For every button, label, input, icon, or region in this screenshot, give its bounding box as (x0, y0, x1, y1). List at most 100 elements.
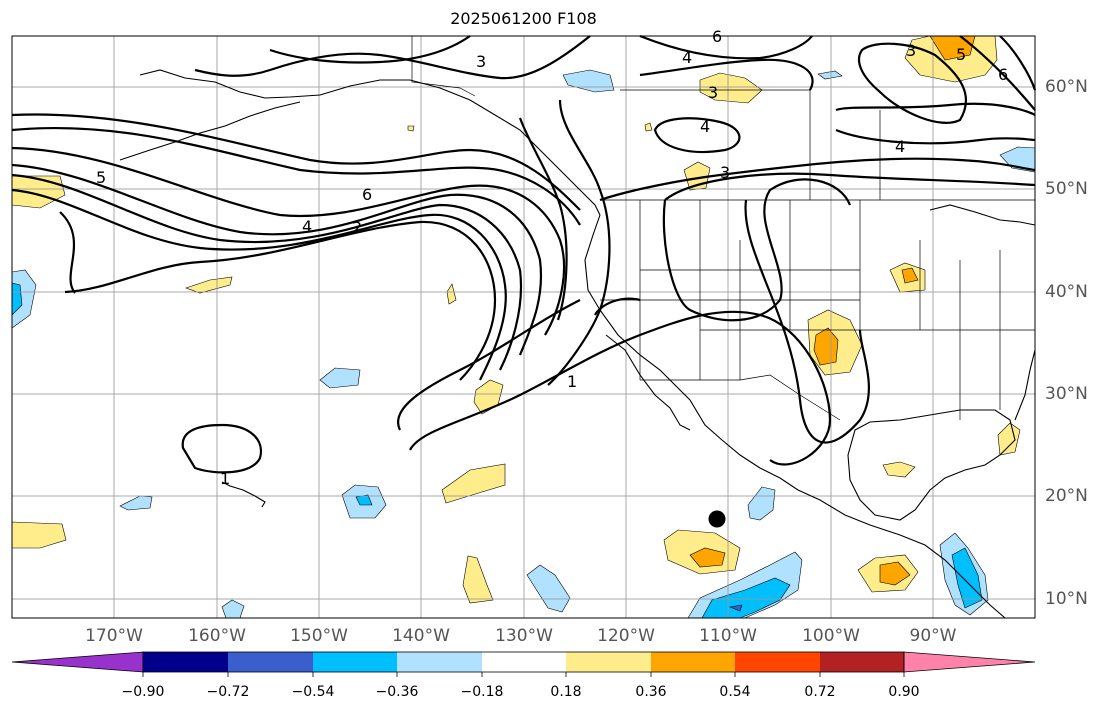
contour-label: 4 (302, 217, 312, 236)
colorbar-segment (566, 652, 651, 672)
fill-negative (526, 564, 571, 613)
fill-positive (689, 547, 726, 568)
colorbar-tick-label: 0.36 (635, 684, 667, 700)
colorbar-segment (651, 652, 735, 672)
colorbar-segment (313, 652, 397, 672)
contour-label: 3 (476, 52, 486, 71)
fill-positive (407, 125, 415, 132)
contour-line (11, 113, 581, 211)
colorbar-tick-label: 0.72 (804, 684, 836, 700)
lat-label: 60°N (1045, 77, 1088, 97)
contours (11, 34, 1037, 474)
lat-label: 50°N (1045, 179, 1088, 199)
contour-label: 1 (220, 469, 230, 488)
coast-canada-ne (929, 204, 1036, 226)
contour-label: 5 (96, 168, 106, 187)
lon-label: 120°W (597, 626, 655, 646)
colorbar-tick-label: −0.90 (121, 684, 165, 700)
contour-line (857, 42, 968, 124)
lon-label: 110°W (699, 626, 757, 646)
colorbar-tick-label: −0.72 (206, 684, 250, 700)
fill-negative (728, 604, 743, 612)
contour-line (518, 117, 568, 321)
fill-positive (441, 463, 506, 504)
coast-aleutians (119, 101, 301, 161)
colorbar-tick-label: −0.18 (460, 684, 504, 700)
lon-label: 90°W (909, 626, 957, 646)
fill-positive (879, 561, 911, 586)
colorbar-outline (142, 651, 905, 673)
point-marker (708, 510, 726, 528)
contour-label: 2 (352, 218, 362, 237)
contour-line (269, 35, 471, 64)
colorbar-tick-label: 0.54 (719, 684, 751, 700)
fill-positive (901, 267, 919, 284)
contour-line (744, 199, 870, 444)
contour-line (409, 310, 832, 466)
colorbar-segment (143, 652, 228, 672)
contour-line (835, 128, 1036, 145)
colorbar-segment (820, 652, 904, 672)
contour-label: 3 (720, 163, 730, 182)
coast-east (1014, 349, 1036, 421)
colorbar-tick-label: 0.18 (550, 684, 582, 700)
fill-positive (813, 327, 839, 366)
coast-alaska (139, 69, 601, 216)
contour-labels: 5 3 4 3 4 3 5 6 6 4 3 4 2 6 1 1 (96, 27, 1008, 488)
lon-label: 100°W (802, 626, 860, 646)
colorbar-arrow-right (903, 651, 1036, 673)
contour-label: 4 (895, 137, 905, 156)
fill-positive (882, 461, 916, 478)
colorbar-tick-label: −0.36 (375, 684, 419, 700)
contour-line (397, 299, 581, 431)
fill-negative (319, 367, 361, 389)
fill-negative (119, 495, 153, 511)
contour-line (664, 172, 1036, 201)
lon-label: 130°W (495, 626, 553, 646)
contour-line (547, 99, 611, 386)
fill-negative (951, 547, 983, 609)
lat-label: 40°N (1045, 282, 1088, 302)
lon-label: 140°W (392, 626, 450, 646)
fill-negative (747, 486, 776, 521)
fill-positive (997, 422, 1021, 456)
contour-line (599, 157, 1036, 202)
coast-baja (605, 334, 691, 431)
coastlines (119, 69, 1036, 619)
contour-line (653, 117, 741, 154)
contour-line (194, 35, 591, 80)
contour-line (639, 58, 814, 91)
colorbar-segment (397, 652, 482, 672)
fill-negative (817, 70, 843, 80)
fill-positive (446, 283, 457, 305)
colorbar-segment (482, 652, 566, 672)
colorbar-arrow-left (11, 651, 144, 673)
contour-label: 4 (700, 117, 710, 136)
contour-line (59, 211, 76, 294)
map-frame (11, 35, 1036, 619)
contour-label: 4 (682, 48, 692, 67)
contour-label: 3 (906, 41, 916, 60)
contour-line (11, 188, 507, 381)
contour-line (11, 173, 522, 371)
contour-line (999, 35, 1037, 91)
contour-label: 1 (567, 372, 577, 391)
contour-label: 6 (998, 65, 1008, 84)
contour-line (594, 297, 641, 316)
contour-label: 5 (956, 45, 966, 64)
contour-line (11, 163, 542, 356)
lat-label: 30°N (1045, 384, 1088, 404)
anomaly-fills (11, 35, 1036, 619)
lat-label: 20°N (1045, 486, 1088, 506)
contour-line (959, 35, 1036, 111)
coast-gulf (847, 409, 1016, 521)
fill-positive (699, 72, 763, 104)
lon-label: 150°W (290, 626, 348, 646)
colorbar-segment (735, 652, 820, 672)
contour-line (11, 126, 581, 226)
lat-label: 10°N (1045, 589, 1088, 609)
contour-line (181, 423, 263, 474)
graticule (12, 36, 1035, 618)
contour-label: 3 (708, 83, 718, 102)
